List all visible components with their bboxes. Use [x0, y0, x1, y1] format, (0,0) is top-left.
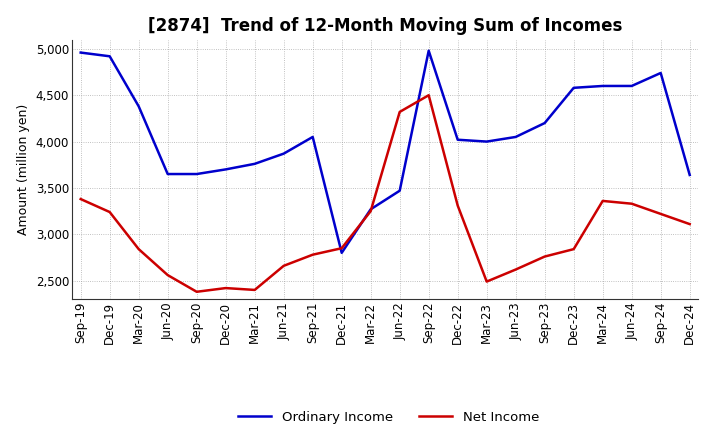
Net Income [221, 286, 230, 291]
Ordinary Income [338, 250, 346, 256]
Net Income [279, 263, 288, 268]
Net Income [395, 109, 404, 114]
Net Income [163, 272, 172, 278]
Net Income [424, 92, 433, 98]
Legend: Ordinary Income, Net Income: Ordinary Income, Net Income [233, 405, 544, 429]
Net Income [192, 289, 201, 294]
Ordinary Income [541, 121, 549, 126]
Net Income [657, 211, 665, 216]
Ordinary Income [657, 70, 665, 76]
Line: Net Income: Net Income [81, 95, 690, 292]
Net Income [308, 252, 317, 257]
Ordinary Income [279, 151, 288, 156]
Ordinary Income [308, 134, 317, 139]
Ordinary Income [685, 172, 694, 178]
Net Income [627, 201, 636, 206]
Ordinary Income [570, 85, 578, 91]
Y-axis label: Amount (million yen): Amount (million yen) [17, 104, 30, 235]
Title: [2874]  Trend of 12-Month Moving Sum of Incomes: [2874] Trend of 12-Month Moving Sum of I… [148, 17, 622, 35]
Net Income [454, 203, 462, 208]
Ordinary Income [192, 172, 201, 177]
Ordinary Income [105, 54, 114, 59]
Ordinary Income [366, 207, 375, 212]
Net Income [511, 267, 520, 272]
Net Income [570, 246, 578, 252]
Net Income [105, 209, 114, 215]
Net Income [482, 279, 491, 284]
Ordinary Income [251, 161, 259, 166]
Net Income [135, 246, 143, 252]
Ordinary Income [424, 48, 433, 53]
Ordinary Income [221, 167, 230, 172]
Ordinary Income [395, 188, 404, 193]
Ordinary Income [598, 83, 607, 88]
Net Income [251, 287, 259, 293]
Ordinary Income [627, 83, 636, 88]
Ordinary Income [135, 104, 143, 109]
Ordinary Income [163, 172, 172, 177]
Ordinary Income [511, 134, 520, 139]
Net Income [598, 198, 607, 204]
Ordinary Income [482, 139, 491, 144]
Net Income [76, 196, 85, 202]
Net Income [338, 246, 346, 251]
Net Income [366, 209, 375, 214]
Line: Ordinary Income: Ordinary Income [81, 51, 690, 253]
Ordinary Income [76, 50, 85, 55]
Net Income [685, 221, 694, 227]
Ordinary Income [454, 137, 462, 143]
Net Income [541, 254, 549, 259]
